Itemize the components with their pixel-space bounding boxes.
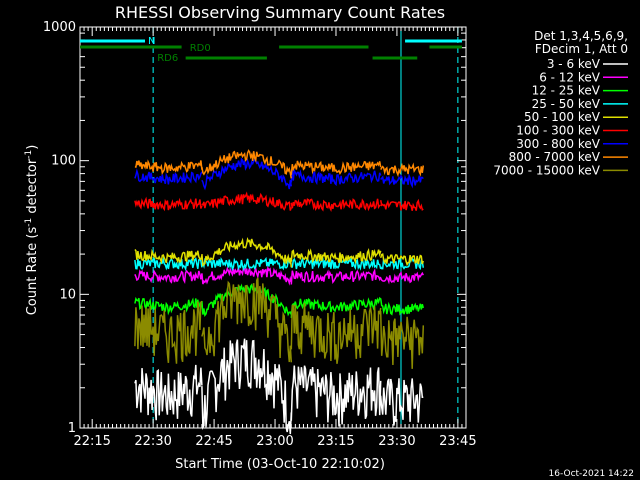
legend-label: 800 - 7000 keV (509, 150, 601, 164)
y-axis-label-sup1: -1 (24, 218, 34, 227)
x-tick-label: 23:15 (317, 434, 354, 449)
x-tick-label: 23:00 (256, 434, 293, 449)
legend: Det 1,3,4,5,6,9, FDecim 1, Att 0 3 - 6 k… (493, 29, 628, 177)
flag-label: N (148, 36, 155, 47)
legend-label: 3 - 6 keV (547, 57, 601, 71)
plot-frame: 1 10 100 1000 22:15 22:30 22:45 23:00 23:15 23:30… (43, 20, 477, 449)
series-line (134, 277, 425, 369)
chart-title: RHESSI Observing Summary Count Rates (115, 3, 445, 22)
series-line (134, 265, 424, 286)
y-tick-label: 1000 (43, 20, 76, 35)
series-line (134, 191, 424, 213)
legend-label: 7000 - 15000 keV (493, 163, 600, 177)
series-line (134, 255, 425, 272)
legend-header-line-2: FDecim 1, Att 0 (535, 42, 628, 56)
legend-label: 25 - 50 keV (532, 97, 601, 111)
y-axis-label-sup2: -1 (24, 150, 34, 159)
footer-timestamp: 16-Oct-2021 14:22 (549, 469, 634, 479)
y-axis-label-mid: detector (25, 158, 40, 218)
legend-label: 100 - 300 keV (516, 124, 600, 138)
y-axis-label-end: ) (25, 145, 40, 150)
series-line (134, 338, 424, 435)
x-tick-label: 22:30 (134, 434, 171, 449)
legend-label: 12 - 25 keV (532, 84, 601, 98)
y-tick-label: 100 (51, 154, 76, 169)
traces (79, 27, 459, 435)
legend-header-line-1: Det 1,3,4,5,6,9, (534, 29, 628, 43)
y-tick-label: 1 (68, 421, 76, 436)
x-tick-label: 23:30 (378, 434, 415, 449)
plot-border (79, 26, 467, 429)
x-axis-label: Start Time (03-Oct-10 22:10:02) (175, 457, 385, 472)
series-line (134, 149, 425, 179)
series-line (134, 157, 424, 191)
flag-label: RD0 (190, 43, 211, 54)
legend-label: 50 - 100 keV (524, 110, 601, 124)
flag-bars: N RD0 RD6 (80, 36, 462, 64)
y-tick-label: 10 (59, 287, 76, 302)
legend-label: 6 - 12 keV (539, 70, 601, 84)
series-line (134, 237, 425, 268)
flag-label: RD6 (157, 53, 178, 64)
x-tick-label: 23:45 (439, 434, 476, 449)
legend-label: 300 - 800 keV (516, 137, 600, 151)
y-axis-label: Count Rate (s-1 detector-1) (24, 145, 40, 316)
x-tick-label: 22:15 (73, 434, 110, 449)
y-axis-label-main: Count Rate (s (25, 227, 40, 316)
x-tick-label: 22:45 (195, 434, 232, 449)
